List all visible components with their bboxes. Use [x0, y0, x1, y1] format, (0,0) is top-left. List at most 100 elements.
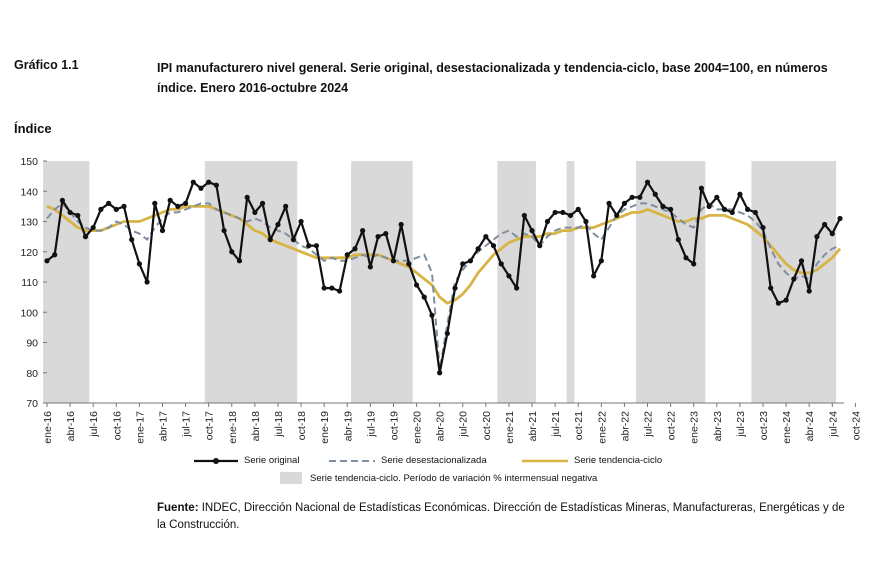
legend-sa-label: Serie desestacionalizada: [381, 455, 487, 466]
series-original-point-31: [283, 203, 289, 209]
y-tick-label-2: 90: [26, 338, 38, 350]
series-original-point-25: [236, 258, 243, 264]
source-label: Fuente:: [157, 502, 199, 514]
series-original-point-12: [136, 261, 142, 267]
series-original-point-56: [475, 246, 481, 252]
series-original-point-55: [467, 258, 474, 264]
series-original-point-90: [737, 191, 743, 197]
series-original-point-24: [229, 249, 235, 255]
series-original-point-16: [167, 197, 173, 203]
series-original-point-32: [290, 237, 296, 243]
series-original-point-91: [745, 206, 751, 212]
x-tick-label-19: oct-20: [481, 411, 493, 440]
series-original-point-96: [783, 297, 789, 303]
series-original-point-98: [798, 258, 805, 264]
x-tick-label-7: oct-17: [204, 411, 216, 440]
y-tick-label-5: 120: [20, 247, 38, 259]
x-tick-label-8: ene-18: [227, 411, 239, 444]
series-original-point-8: [105, 200, 112, 206]
x-tick-label-14: jul-19: [365, 411, 377, 438]
y-tick-label-0: 70: [26, 398, 38, 410]
legend-trend-label: Serie tendencia-ciclo: [574, 455, 663, 466]
series-original-point-3: [67, 209, 73, 216]
series-sa-line: [46, 202, 841, 370]
x-tick-label-34: jul-24: [827, 411, 839, 438]
x-tick-label-10: jul-18: [273, 411, 285, 438]
series-original-point-89: [729, 209, 735, 216]
x-tick-label-9: abr-18: [250, 411, 262, 442]
source-text: INDEC, Dirección Nacional de Estadística…: [157, 502, 845, 531]
series-original-point-76: [629, 194, 635, 200]
series-original-point-94: [768, 285, 774, 291]
series-original-point-29: [267, 237, 273, 243]
x-tick-label-33: abr-24: [804, 411, 816, 442]
x-tick-label-15: oct-19: [388, 411, 400, 440]
figure-title: IPI manufacturero nivel general. Serie o…: [157, 61, 828, 95]
series-original-point-27: [252, 209, 258, 216]
y-tick-label-4: 110: [21, 277, 38, 289]
series-original-point-88: [721, 206, 728, 212]
x-tick-label-21: abr-21: [527, 411, 539, 442]
shaded-period-0: [43, 161, 90, 403]
series-original-point-52: [444, 330, 450, 337]
series-original-point-75: [621, 200, 628, 206]
legend-shading-swatch: [280, 472, 302, 484]
series-original-point-54: [460, 261, 466, 267]
series-original-point-82: [675, 237, 681, 243]
series-original-point-71: [591, 273, 597, 279]
series-original-point-85: [698, 185, 705, 191]
series-original-point-68: [567, 212, 574, 219]
shaded-period-5: [635, 161, 706, 403]
x-tick-label-4: ene-17: [134, 411, 146, 444]
x-tick-label-0: ene-16: [42, 411, 54, 444]
series-original-point-6: [90, 224, 96, 231]
y-axis-label: Índice: [14, 121, 52, 136]
series-original-point-64: [537, 243, 543, 249]
legend-original-swatch: [194, 457, 238, 464]
x-tick-label-23: oct-21: [573, 411, 585, 440]
series-original-point-17: [175, 203, 181, 209]
series-original-point-47: [406, 261, 412, 267]
series-original-point-36: [321, 285, 327, 291]
series-original-point-95: [775, 300, 782, 306]
series-original-point-9: [113, 206, 119, 212]
x-tick-label-13: abr-19: [342, 411, 354, 442]
series-original-point-86: [706, 203, 712, 209]
legend-trend-swatch: [522, 459, 568, 462]
x-tick-label-17: abr-20: [435, 411, 447, 442]
series-original-point-15: [159, 227, 166, 234]
x-tick-label-2: jul-16: [88, 411, 100, 438]
series-original-point-63: [529, 227, 535, 234]
series-original-point-57: [483, 234, 489, 240]
x-tick-label-5: abr-17: [157, 411, 169, 442]
series-original-point-40: [352, 246, 358, 252]
y-tick-label-8: 150: [20, 156, 38, 168]
figure-label: Gráfico 1.1: [14, 58, 79, 72]
series-original-point-7: [98, 206, 104, 212]
legend-sa: Serie desestacionalizada: [327, 455, 487, 466]
series-original-point-43: [375, 234, 381, 240]
series-original-point-92: [752, 209, 758, 216]
x-tick-label-12: ene-19: [319, 411, 331, 444]
legend-original: Serie original: [192, 455, 299, 466]
series-original-point-74: [614, 212, 620, 219]
series-original-point-10: [121, 203, 127, 209]
series-original-point-42: [367, 264, 373, 270]
x-tick-label-22: jul-21: [550, 411, 562, 438]
legend-original-label: Serie original: [244, 455, 300, 466]
series-original-point-50: [429, 312, 435, 318]
series-original-point-20: [198, 185, 204, 191]
series-original-point-103: [837, 215, 843, 222]
legend-shading-label: Serie tendencia-ciclo. Período de variac…: [310, 472, 598, 484]
series-original-point-100: [814, 234, 820, 240]
x-tick-label-31: oct-23: [758, 411, 770, 440]
y-tick-label-6: 130: [20, 217, 38, 229]
x-tick-label-6: jul-17: [181, 411, 193, 438]
series-original-point-69: [575, 206, 581, 212]
x-tick-label-29: abr-23: [712, 411, 724, 442]
series-original-point-26: [244, 194, 250, 200]
series-original-point-22: [213, 182, 219, 188]
x-tick-label-35: oct-24: [850, 411, 862, 440]
x-tick-label-16: ene-20: [412, 411, 424, 444]
